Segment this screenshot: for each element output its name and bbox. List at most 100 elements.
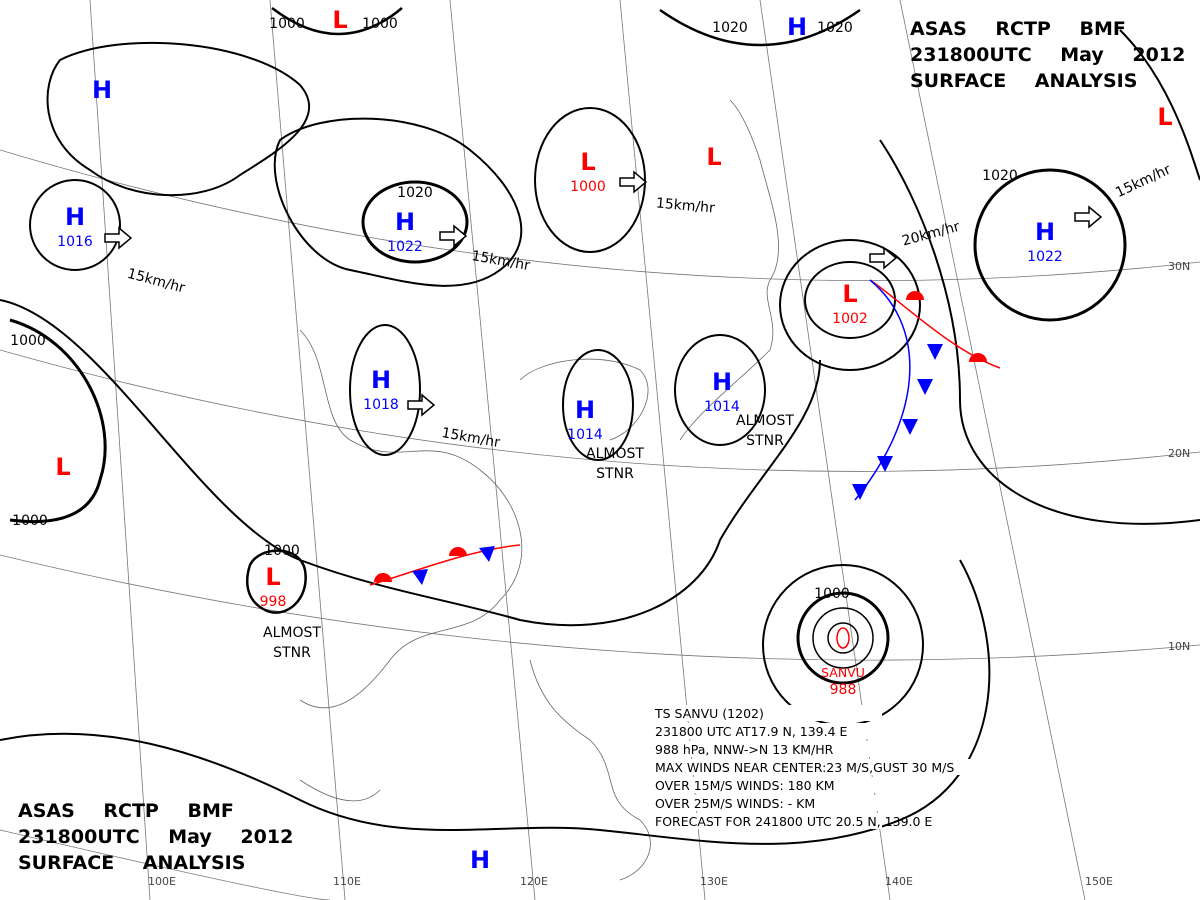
map-header: 231800UTC May 2012 [18, 826, 293, 848]
center-pressure: 1018 [363, 397, 399, 413]
isobar [29, 179, 122, 271]
latitude-label: 20N [1168, 447, 1190, 460]
stationary-label: ALMOST [263, 625, 321, 641]
cold-front [854, 279, 911, 501]
graticule-line [269, 0, 346, 900]
typhoon-info: 988 hPa, NNW->N 13 KM/HR [655, 742, 834, 757]
isobar [659, 8, 861, 47]
map-header: SURFACE ANALYSIS [910, 70, 1137, 92]
typhoon-info: 231800 UTC AT17.9 N, 139.4 E [655, 724, 848, 739]
isobar-label: 1000 [10, 333, 46, 349]
motion-arrow [407, 393, 436, 417]
center-symbol: L [580, 148, 595, 176]
typhoon-info: TS SANVU (1202) [654, 706, 764, 721]
info-backdrop [652, 723, 882, 739]
center-symbol: L [706, 143, 721, 171]
motion-arrow [1074, 205, 1103, 229]
warm-front-symbol [906, 291, 924, 300]
stationary-label: ALMOST [736, 413, 794, 429]
cold-front-symbol [479, 546, 495, 562]
isobar [1119, 29, 1200, 181]
motion-arrow [104, 226, 133, 250]
latitude-label: 10N [1168, 640, 1190, 653]
isobar-label: 1000 [814, 586, 850, 602]
center-symbol: H [65, 203, 85, 231]
motion-arrow [439, 224, 468, 248]
isobar [0, 299, 821, 627]
map-header: ASAS RCTP BMF [910, 18, 1126, 40]
longitude-label: 110E [333, 875, 361, 888]
isobar [674, 334, 767, 446]
cold-front-symbol [927, 344, 943, 360]
center-symbol: H [712, 368, 732, 396]
center-symbol: L [265, 563, 280, 591]
center-pressure: 1014 [567, 427, 603, 443]
graticule-line [899, 0, 1086, 900]
isobar-label: 1000 [12, 513, 48, 529]
cold-front-symbol [902, 419, 918, 435]
isobar-label: 1000 [264, 543, 300, 559]
cold-front-symbol [877, 456, 893, 472]
graticule-line [0, 149, 1200, 282]
isobar [804, 261, 897, 339]
isobar-label: 1020 [817, 20, 853, 36]
map-header: ASAS RCTP BMF [18, 800, 234, 822]
isobar-label: 1020 [397, 185, 433, 201]
coastline [299, 779, 381, 802]
graticule-line [449, 0, 536, 900]
longitude-label: 150E [1085, 875, 1113, 888]
center-symbol: H [371, 366, 391, 394]
warm-front-symbol [969, 353, 987, 362]
center-symbol: H [575, 396, 595, 424]
stationary-label: STNR [746, 433, 784, 449]
coastline [679, 99, 779, 441]
center-pressure: 1002 [832, 311, 868, 327]
info-backdrop [652, 813, 882, 829]
center-symbol: L [55, 453, 70, 481]
info-backdrop [652, 705, 882, 721]
map-header: 231800UTC May 2012 [910, 44, 1185, 66]
warm-front-symbol [449, 547, 467, 556]
graticule-line [89, 0, 151, 900]
cold-front-symbol [412, 569, 428, 585]
typhoon-info: FORECAST FOR 241800 UTC 20.5 N, 139.0 E [655, 814, 932, 829]
center-pressure: 1000 [570, 179, 606, 195]
info-backdrop [652, 777, 882, 793]
typhoon-info: MAX WINDS NEAR CENTER:23 M/S,GUST 30 M/S [655, 760, 954, 775]
longitude-label: 140E [885, 875, 913, 888]
stationary-label: STNR [273, 645, 311, 661]
isobar [796, 591, 890, 685]
typhoon-name: SANVU [821, 665, 865, 680]
longitude-label: 130E [700, 875, 728, 888]
typhoon-pressure: 988 [830, 682, 857, 698]
graticule-line [0, 829, 331, 900]
center-symbol: H [787, 13, 807, 41]
isobar [273, 117, 523, 287]
info-backdrop [652, 759, 977, 775]
map-header: SURFACE ANALYSIS [18, 852, 245, 874]
typhoon-info: OVER 25M/S WINDS: - KM [655, 796, 815, 811]
isobar [812, 607, 874, 669]
cold-front-symbol [852, 484, 868, 500]
isobar-label: 1000 [269, 16, 305, 32]
center-pressure: 998 [260, 594, 287, 610]
center-symbol: L [332, 6, 347, 34]
isobar [779, 239, 922, 371]
info-backdrop [652, 795, 882, 811]
isobar [349, 324, 422, 456]
warm-front-symbol [374, 573, 392, 582]
isobar [9, 318, 107, 524]
center-pressure: 1022 [1027, 249, 1063, 265]
center-symbol: L [842, 280, 857, 308]
isobar [973, 168, 1127, 322]
center-pressure: 1016 [57, 234, 93, 250]
isobar [879, 139, 1200, 525]
coastline [529, 659, 651, 881]
coastline [299, 329, 523, 709]
center-symbol: L [1157, 103, 1172, 131]
center-symbol: H [395, 208, 415, 236]
typhoon-info: OVER 15M/S WINDS: 180 KM [655, 778, 835, 793]
longitude-label: 100E [148, 875, 176, 888]
isobar [361, 180, 469, 264]
